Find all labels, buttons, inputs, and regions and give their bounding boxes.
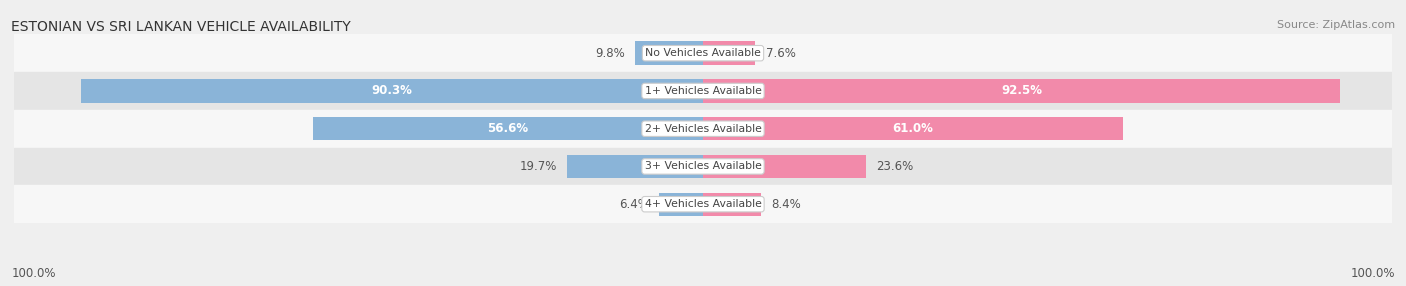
Text: ESTONIAN VS SRI LANKAN VEHICLE AVAILABILITY: ESTONIAN VS SRI LANKAN VEHICLE AVAILABIL… — [11, 20, 352, 34]
Text: 56.6%: 56.6% — [488, 122, 529, 135]
Text: 4+ Vehicles Available: 4+ Vehicles Available — [644, 199, 762, 209]
Bar — [703, 41, 755, 65]
Bar — [14, 72, 1392, 110]
Bar — [82, 79, 703, 103]
Text: 61.0%: 61.0% — [893, 122, 934, 135]
Bar — [14, 34, 1392, 72]
Text: 8.4%: 8.4% — [772, 198, 801, 211]
Text: 23.6%: 23.6% — [876, 160, 912, 173]
Bar — [567, 155, 703, 178]
Text: 19.7%: 19.7% — [520, 160, 557, 173]
Text: 92.5%: 92.5% — [1001, 84, 1042, 98]
Text: 100.0%: 100.0% — [11, 267, 56, 280]
Bar — [659, 192, 703, 216]
Text: 90.3%: 90.3% — [371, 84, 412, 98]
Bar — [14, 185, 1392, 223]
Bar — [703, 192, 761, 216]
Text: 3+ Vehicles Available: 3+ Vehicles Available — [644, 162, 762, 171]
Text: 1+ Vehicles Available: 1+ Vehicles Available — [644, 86, 762, 96]
Bar — [703, 117, 1123, 140]
Text: 100.0%: 100.0% — [1350, 267, 1395, 280]
Text: 7.6%: 7.6% — [766, 47, 796, 60]
Text: 9.8%: 9.8% — [595, 47, 626, 60]
Bar — [14, 148, 1392, 185]
Text: No Vehicles Available: No Vehicles Available — [645, 48, 761, 58]
Bar — [314, 117, 703, 140]
Bar — [703, 155, 866, 178]
Text: Source: ZipAtlas.com: Source: ZipAtlas.com — [1277, 20, 1395, 30]
Bar — [636, 41, 703, 65]
Bar — [703, 79, 1340, 103]
Text: 2+ Vehicles Available: 2+ Vehicles Available — [644, 124, 762, 134]
Text: 6.4%: 6.4% — [619, 198, 648, 211]
Bar — [14, 110, 1392, 148]
